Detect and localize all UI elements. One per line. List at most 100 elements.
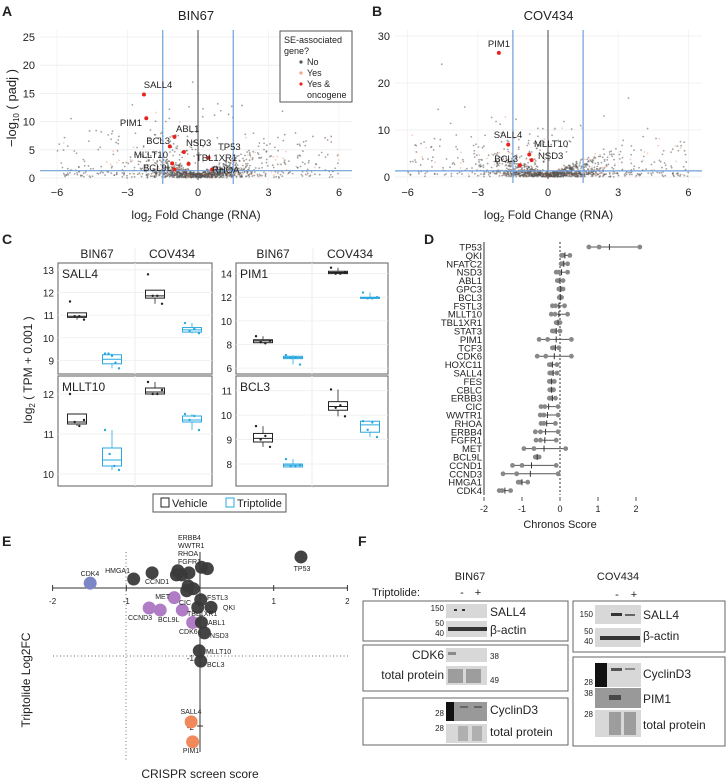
- data-point-background: [230, 105, 233, 108]
- data-point-background: [246, 151, 248, 153]
- data-point-background: [534, 160, 537, 162]
- data-point-background: [279, 163, 282, 165]
- data-point-background: [246, 162, 249, 165]
- data-point-background: [99, 172, 102, 174]
- data-point-background: [263, 171, 265, 174]
- data-point-background: [543, 175, 546, 178]
- data-point-background: [515, 118, 517, 121]
- gene-point-met: [167, 591, 181, 605]
- data-point-background: [489, 175, 491, 178]
- data-point-background: [218, 163, 221, 166]
- data-point-background: [201, 115, 204, 118]
- data-point-background: [562, 168, 565, 171]
- blot-target-label: CyclinD3: [643, 667, 691, 681]
- data-point-background: [538, 144, 541, 147]
- data-point-background: [640, 149, 642, 151]
- legend-title: SE-associated: [284, 35, 342, 45]
- data-point-background: [518, 156, 521, 159]
- data-point-background: [414, 159, 416, 161]
- mw-marker: 40: [584, 637, 593, 646]
- data-point-background: [597, 161, 599, 164]
- data-point-background: [445, 158, 448, 160]
- data-point-background: [500, 157, 503, 160]
- facet-gene-label: BCL3: [240, 380, 270, 394]
- data-point-background: [658, 159, 661, 162]
- data-point-background: [417, 172, 420, 175]
- gene-point-ccnd1: [145, 566, 159, 580]
- data-point-background: [205, 173, 208, 175]
- data-point-background: [111, 165, 113, 168]
- data-point-background: [658, 137, 661, 140]
- data-point-background: [83, 160, 86, 163]
- data-point: [82, 418, 86, 422]
- data-point-background: [249, 154, 252, 157]
- data-point-background: [647, 172, 650, 175]
- gene-label: CDK6: [179, 629, 198, 636]
- legend-entry: Yes: [307, 68, 322, 78]
- data-point-background: [593, 166, 596, 169]
- data-point-background: [528, 166, 531, 169]
- data-point-background: [439, 138, 442, 141]
- data-point-background: [117, 139, 120, 141]
- data-point-background: [253, 171, 256, 174]
- mw-marker: 28: [584, 678, 593, 687]
- data-point-background: [588, 165, 591, 168]
- y-tick-label: 10: [221, 317, 233, 328]
- data-point-background: [620, 161, 623, 164]
- data-point-background: [62, 149, 65, 151]
- gene-point-sall4: [184, 715, 198, 729]
- data-point-background: [575, 165, 578, 168]
- data-point-background: [109, 163, 112, 166]
- data-point-background: [595, 171, 597, 174]
- replicate-point: [533, 437, 539, 443]
- data-point-background: [612, 172, 615, 175]
- gene-label: CCND3: [449, 469, 482, 480]
- data-point-background: [677, 149, 680, 152]
- data-point-background: [523, 164, 526, 166]
- data-point-background: [331, 175, 334, 178]
- mw-marker: 150: [580, 610, 594, 619]
- data-point-background: [155, 111, 157, 114]
- replicate-point: [536, 337, 542, 342]
- data-point-background: [575, 163, 578, 166]
- data-point-background: [449, 166, 451, 169]
- data-point-background: [279, 173, 282, 176]
- blot-band: [600, 636, 640, 640]
- data-point-background: [190, 131, 193, 134]
- data-point-background: [493, 160, 496, 163]
- data-point: [73, 420, 76, 424]
- data-point-background: [459, 162, 462, 164]
- data-point-background: [523, 166, 526, 168]
- x-tick-label: 0: [195, 187, 201, 199]
- data-point-background: [265, 144, 268, 147]
- data-point-background: [276, 163, 279, 166]
- y-tick-label: 10: [378, 125, 390, 137]
- gene-point-pim1: [186, 735, 200, 749]
- data-point-background: [453, 163, 456, 166]
- data-point-background: [87, 140, 90, 143]
- gene-point-cic: [175, 603, 189, 617]
- oncogene-point: [172, 167, 177, 172]
- data-point-background: [284, 163, 287, 166]
- data-point-background: [172, 154, 174, 157]
- facet-column-header: BIN67: [256, 247, 290, 261]
- data-point-background: [251, 157, 254, 159]
- blot-target-label: total protein: [490, 725, 553, 739]
- replicate-point: [538, 437, 543, 443]
- data-point-background: [575, 161, 578, 164]
- box-BIN67-triptolide: [102, 447, 122, 467]
- data-point-background: [164, 171, 167, 174]
- replicate-point: [514, 471, 520, 477]
- data-point: [339, 272, 342, 275]
- data-point-background: [291, 172, 294, 175]
- lane-label: -: [460, 587, 464, 599]
- x-tick-label: 3: [265, 187, 271, 199]
- data-point-background: [427, 158, 429, 160]
- data-point-background: [148, 163, 151, 166]
- data-point-background: [490, 166, 493, 169]
- data-point-background: [496, 164, 499, 167]
- data-point: [375, 435, 379, 439]
- gene-label: FGFR1: [451, 436, 482, 447]
- data-point-background: [296, 166, 299, 169]
- data-point-background: [548, 175, 551, 178]
